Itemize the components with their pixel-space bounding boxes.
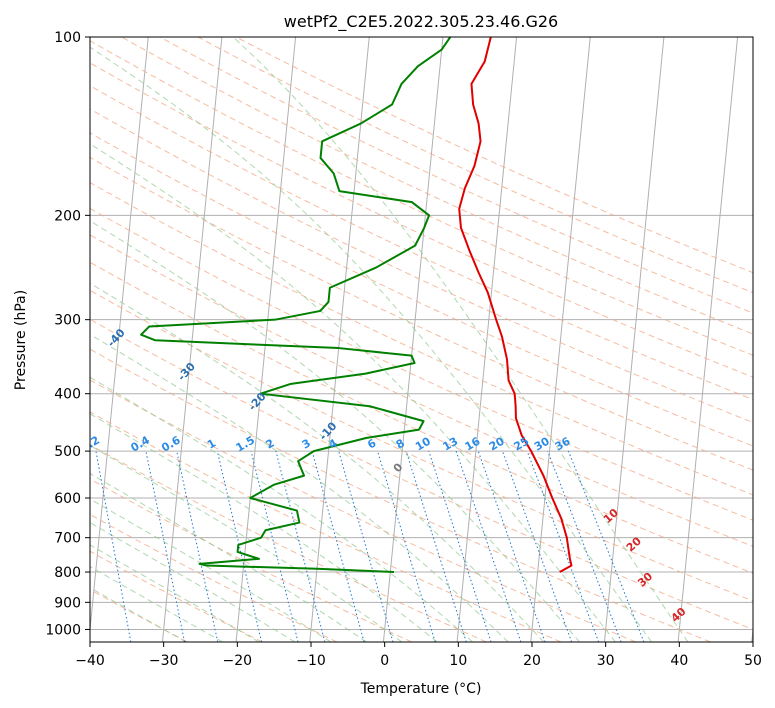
moist-adiabat-line (90, 46, 653, 642)
mixing-ratio-line (405, 450, 467, 642)
x-tick-label: −30 (149, 653, 179, 669)
dry-adiabat-line (90, 411, 562, 642)
dry-adiabat-line (90, 108, 753, 424)
mixing-ratio-line (95, 451, 132, 642)
isotherm-line (161, 37, 223, 642)
x-tick-label: −40 (75, 653, 105, 669)
isotherm-line (90, 37, 149, 635)
mixing-ratio-label: 0.2 (78, 434, 101, 455)
dry-adiabat-line (90, 513, 338, 642)
isotherm-line (603, 37, 665, 642)
dry-adiabat-line (159, 37, 753, 314)
moist-adiabat-line (90, 444, 403, 642)
moist-adiabat-line (90, 522, 296, 642)
dry-adiabat-line (90, 379, 636, 642)
sounding-lines (140, 37, 573, 574)
mixing-ratio-line (176, 450, 219, 642)
y-tick-label: 600 (54, 491, 81, 507)
y-tick-label: 900 (54, 595, 81, 611)
x-axis: −40 −30 −20 −10 0 10 20 30 40 50 (75, 642, 762, 669)
background-lines (90, 37, 753, 642)
y-tick-label: 800 (54, 565, 81, 581)
mixing-ratio-line (428, 450, 492, 642)
isotherm-line (456, 37, 518, 642)
mixing-ratio-line (502, 450, 573, 642)
y-tick-label: 500 (54, 444, 81, 460)
x-tick-label: 10 (449, 653, 467, 669)
x-tick-label: 30 (597, 653, 615, 669)
dry-adiabat-line (90, 207, 753, 521)
dry-adiabat-line (90, 156, 753, 471)
moist-adiabat-line (90, 587, 187, 642)
dry-adiabat-line (90, 234, 753, 547)
y-axis: 100 200 300 400 500 600 700 800 900 1000 (45, 30, 90, 638)
plot-frame (89, 36, 754, 643)
x-tick-label: −20 (223, 653, 253, 669)
mixing-ratio-line (275, 450, 326, 642)
dry-adiabat-line (197, 37, 753, 294)
isotherm-line (677, 37, 739, 642)
isotherm-line (530, 37, 591, 642)
mixing-ratio-line (250, 450, 299, 642)
moist-adiabat-line (232, 37, 689, 642)
temperature-series-line (458, 37, 573, 573)
moist-adiabat-line (90, 333, 509, 642)
x-tick-label: 0 (380, 653, 389, 669)
mixing-ratio-line (311, 450, 365, 642)
dry-adiabat-line (121, 37, 753, 335)
chart-title: wetPf2_C2E5.2022.305.23.46.G26 (284, 12, 558, 32)
dry-adiabat-line (90, 85, 753, 401)
y-tick-label: 100 (54, 30, 81, 46)
y-tick-label: 1000 (45, 622, 81, 638)
dry-adiabat-line (90, 181, 753, 496)
x-tick-label: −10 (296, 653, 326, 669)
mixing-ratio-line (477, 450, 546, 642)
mixing-ratio-line (216, 450, 263, 642)
moist-adiabat-line (90, 413, 438, 642)
y-tick-label: 700 (54, 531, 81, 547)
moist-adiabat-line (90, 544, 260, 642)
dewpoint-series-line (140, 37, 452, 574)
dry-adiabat-line (90, 261, 753, 574)
dry-adiabat-line (235, 37, 753, 274)
x-tick-label: 40 (670, 653, 688, 669)
moist-adiabat-line (90, 565, 223, 642)
x-tick-label: 50 (744, 653, 762, 669)
mixing-ratio-line (377, 450, 436, 642)
isotherm-line (382, 37, 444, 642)
y-tick-label: 300 (54, 313, 81, 329)
isotherm-line (235, 37, 297, 642)
y-tick-label: 200 (54, 208, 81, 224)
y-tick-label: 400 (54, 387, 81, 403)
dry-adiabat-line (90, 289, 753, 602)
x-tick-label: 20 (523, 653, 541, 669)
y-axis-label: Pressure (hPa) (13, 290, 29, 390)
mixing-ratio-line (455, 450, 522, 642)
moist-adiabat-line (90, 282, 545, 642)
mixing-ratio-line (145, 451, 186, 642)
x-axis-label: Temperature (°C) (360, 681, 482, 697)
dry-adiabat-line (90, 62, 753, 378)
dry-adiabat-line (90, 318, 753, 630)
dry-adiabat-line (90, 40, 753, 356)
dry-adiabat-line (90, 132, 753, 447)
mixing-ratio-line (338, 450, 394, 642)
moist-adiabat-line (90, 220, 580, 642)
